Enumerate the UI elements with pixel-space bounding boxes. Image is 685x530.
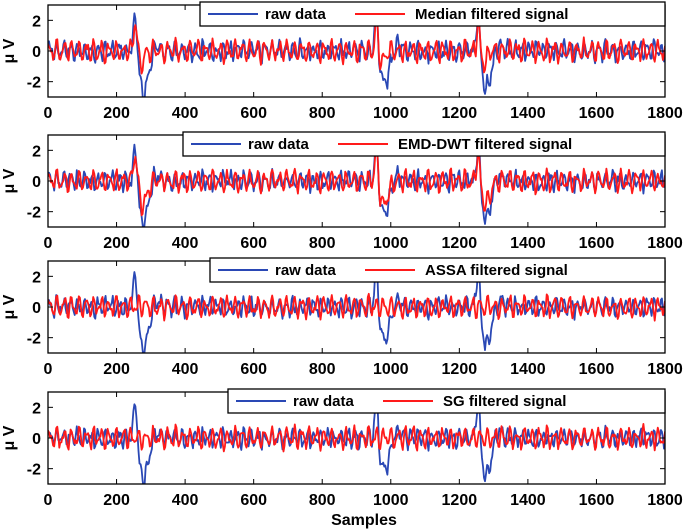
series-line-filtered [48, 10, 665, 75]
x-tick-label: 800 [309, 492, 336, 509]
y-tick-label: 0 [32, 174, 41, 191]
legend-label-filtered: ASSA filtered signal [425, 262, 568, 279]
x-axis-label: Samples [331, 512, 397, 529]
x-tick-label: 1000 [373, 235, 409, 252]
y-tick-label: 2 [32, 400, 41, 417]
x-tick-label: 1600 [579, 235, 615, 252]
y-axis-label: μ V [1, 168, 18, 193]
x-tick-label: 0 [44, 105, 53, 122]
legend-label-raw: raw data [293, 393, 355, 410]
x-tick-label: 1200 [442, 361, 478, 378]
x-tick-label: 1800 [647, 492, 683, 509]
x-tick-label: 400 [172, 105, 199, 122]
x-tick-label: 0 [44, 361, 53, 378]
x-tick-label: 1000 [373, 361, 409, 378]
x-tick-label: 1400 [510, 235, 546, 252]
x-tick-label: 1800 [647, 105, 683, 122]
y-tick-label: 2 [32, 143, 41, 160]
y-tick-label: -2 [27, 75, 41, 92]
x-tick-label: 200 [103, 492, 130, 509]
legend-box [209, 257, 666, 283]
x-tick-label: 1600 [579, 105, 615, 122]
x-tick-label: 600 [240, 492, 267, 509]
legend-label-filtered: EMD-DWT filtered signal [398, 136, 572, 153]
legend-label-filtered: SG filtered signal [443, 393, 566, 410]
series-line-filtered [48, 422, 665, 453]
legend-box [199, 1, 666, 27]
y-tick-label: 0 [32, 431, 41, 448]
x-tick-label: 1000 [373, 105, 409, 122]
x-tick-label: 1600 [579, 361, 615, 378]
legend-label-raw: raw data [275, 262, 337, 279]
y-axis-label: μ V [1, 294, 18, 319]
series-line-filtered [48, 146, 665, 217]
x-tick-label: 400 [172, 235, 199, 252]
legend: raw data EMD-DWT filtered signal [182, 131, 666, 157]
legend-label-raw: raw data [248, 136, 310, 153]
x-tick-label: 400 [172, 492, 199, 509]
y-tick-label: -2 [27, 462, 41, 479]
legend: raw data ASSA filtered signal [209, 257, 666, 283]
x-tick-label: 800 [309, 361, 336, 378]
x-tick-label: 1200 [442, 492, 478, 509]
y-tick-label: 0 [32, 300, 41, 317]
x-tick-label: 600 [240, 361, 267, 378]
x-tick-label: 800 [309, 235, 336, 252]
x-tick-label: 800 [309, 105, 336, 122]
x-tick-label: 1600 [579, 492, 615, 509]
x-tick-label: 1200 [442, 235, 478, 252]
y-tick-label: -2 [27, 331, 41, 348]
series-line-raw [48, 9, 665, 97]
legend-label-filtered: Median filtered signal [415, 6, 568, 23]
x-tick-label: 1200 [442, 105, 478, 122]
legend: raw data SG filtered signal [227, 388, 666, 414]
x-tick-label: 1400 [510, 105, 546, 122]
x-tick-label: 200 [103, 235, 130, 252]
x-tick-label: 600 [240, 105, 267, 122]
legend-box [182, 131, 666, 157]
x-tick-label: 600 [240, 235, 267, 252]
x-tick-label: 1800 [647, 235, 683, 252]
y-axis-label: μ V [1, 425, 18, 450]
x-tick-label: 1800 [647, 361, 683, 378]
y-tick-label: 2 [32, 13, 41, 30]
x-tick-label: 400 [172, 361, 199, 378]
y-axis-label: μ V [1, 38, 18, 63]
x-tick-label: 200 [103, 105, 130, 122]
x-tick-label: 200 [103, 361, 130, 378]
x-tick-label: 1000 [373, 492, 409, 509]
legend: raw data Median filtered signal [199, 1, 666, 27]
y-tick-label: 2 [32, 269, 41, 286]
legend-label-raw: raw data [265, 6, 327, 23]
y-tick-label: 0 [32, 44, 41, 61]
x-tick-label: 1400 [510, 492, 546, 509]
x-tick-label: 1400 [510, 361, 546, 378]
series-line-raw [48, 264, 665, 353]
x-tick-label: 0 [44, 235, 53, 252]
y-tick-label: -2 [27, 205, 41, 222]
legend-box [227, 388, 666, 414]
series-line-filtered [48, 292, 665, 322]
x-tick-label: 0 [44, 492, 53, 509]
